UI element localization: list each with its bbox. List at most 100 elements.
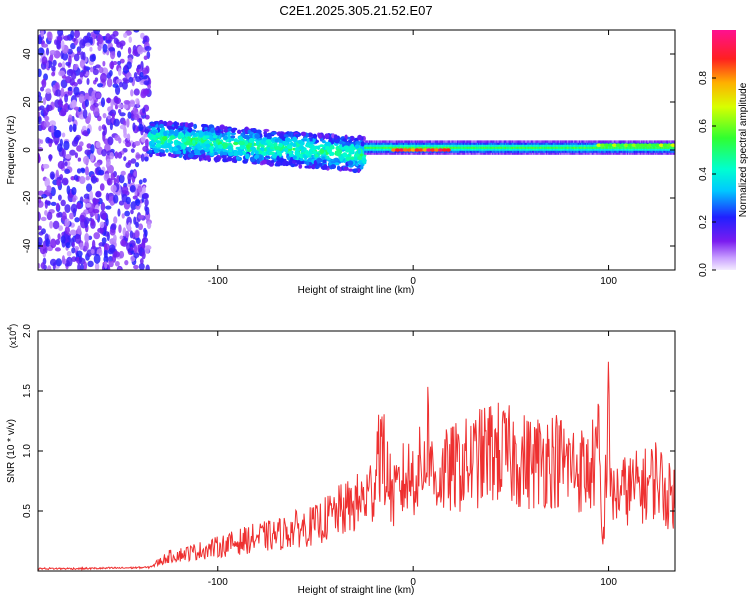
heatmap-cell [445,150,447,153]
heatmap-cell [514,140,516,143]
heatmap-cell [659,148,662,151]
heatmap-cell [536,150,538,153]
heatmap-cell [595,146,597,149]
heatmap-cell [571,150,574,153]
heatmap-cell [143,133,149,138]
heatmap-cell [567,152,569,155]
heatmap-cell [434,144,436,147]
heatmap-cell [564,152,567,155]
heatmap-cell [604,140,606,143]
heatmap-cell [602,152,604,155]
heatmap-cell [666,143,672,147]
heatmap-cell [625,140,628,143]
heatmap-cell [159,123,165,128]
heatmap-cell [378,146,380,149]
heatmap-cell [519,142,521,145]
heatmap-cell [657,150,659,153]
heatmap-cell [412,140,414,143]
heatmap-cell [244,154,250,160]
heatmap-cell [624,152,626,155]
heatmap-cell [384,140,386,143]
heatmap-cell [298,145,305,150]
heatmap-cell [58,225,64,232]
heatmap-cell [659,146,662,149]
heatmap-cell [120,170,126,176]
heatmap-cell [569,140,571,143]
heatmap-cell [577,142,579,145]
heatmap-cell [533,150,535,153]
heatmap-cell [399,144,401,147]
heatmap-cell [300,131,307,137]
heatmap-cell [551,152,554,155]
heatmap-cell [561,152,563,155]
heatmap-cell [215,138,220,143]
heatmap-cell [490,150,493,153]
heatmap-cell [568,142,570,145]
heatmap-cell [512,142,514,145]
spectrogram-y-label: Frequency (Hz) [6,116,17,185]
heatmap-cell [187,123,192,129]
heatmap-cell [57,62,63,68]
heatmap-cell [616,146,618,149]
heatmap-cell [635,143,641,147]
heatmap-cell [453,146,455,149]
heatmap-cell [86,78,90,86]
heatmap-cell [349,156,355,160]
heatmap-cell [546,150,548,153]
heatmap-cell [61,255,66,265]
heatmap-cell [429,142,432,145]
heatmap-cell [454,142,456,145]
heatmap-cell [547,150,549,153]
heatmap-cell [77,225,82,236]
heatmap-cell [127,248,132,253]
heatmap-cell [524,146,527,149]
snr-panel: -100 0 100 0.51.01.52.0 Height of straight… [6,324,676,596]
heatmap-cell [565,150,568,153]
heatmap-cell [555,150,557,153]
heatmap-cell [446,142,448,145]
heatmap-cell [451,144,453,147]
heatmap-cell [537,150,540,153]
heatmap-cell [69,212,74,220]
heatmap-cell [526,140,528,143]
heatmap-cell [439,146,441,149]
heatmap-cell [123,156,127,162]
heatmap-cell [135,98,140,104]
heatmap-cell [506,144,508,147]
heatmap-cell [397,140,399,143]
heatmap-cell [366,152,368,155]
heatmap-cell [594,152,596,155]
heatmap-cell [468,146,470,149]
heatmap-cell [103,255,109,263]
heatmap-cell [132,106,137,116]
heatmap-cell [594,150,596,153]
heatmap-cell [311,145,318,150]
heatmap-cell [455,146,458,149]
heatmap-cell [397,152,399,155]
heatmap-cell [574,144,576,147]
heatmap-cell [510,142,513,145]
heatmap-cell [496,142,499,145]
heatmap-cell [384,152,386,155]
heatmap-cell [482,146,485,149]
heatmap-cell [276,150,281,156]
heatmap-cell [451,142,453,145]
heatmap-cell [576,150,578,153]
heatmap-cell [357,134,363,141]
heatmap-cell [230,132,237,136]
heatmap-cell [94,262,100,270]
heatmap-cell [45,88,52,94]
heatmap-cell [144,245,150,254]
heatmap-cell [499,150,501,153]
heatmap-cell [628,148,630,151]
heatmap-cell [522,146,524,149]
heatmap-cell [621,140,623,143]
heatmap-cell [499,146,501,149]
heatmap-cell [604,146,606,149]
heatmap-cell [145,264,150,270]
heatmap-cell [461,142,463,145]
heatmap-cell [568,144,570,147]
heatmap-cell [155,143,162,148]
heatmap-cell [40,86,45,92]
heatmap-cell [82,130,89,137]
